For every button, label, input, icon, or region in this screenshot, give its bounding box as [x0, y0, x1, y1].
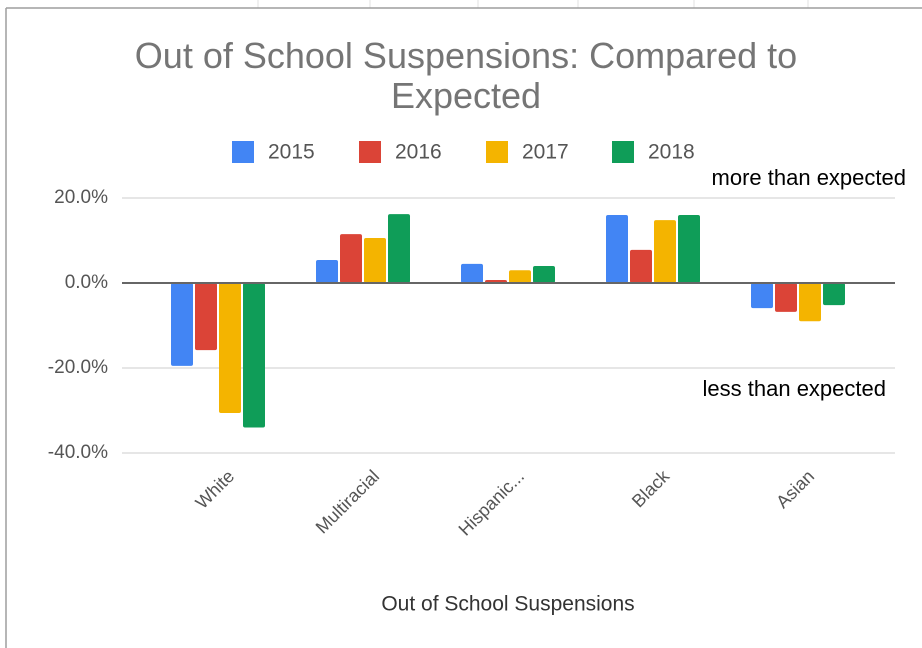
- bar: [219, 283, 241, 414]
- bar: [364, 237, 386, 283]
- legend-swatch: [612, 141, 634, 163]
- y-tick-label: 20.0%: [54, 187, 108, 208]
- bar: [340, 234, 362, 283]
- x-tick-label: White: [192, 466, 239, 513]
- bar: [775, 283, 797, 312]
- y-tick-label: -20.0%: [48, 357, 108, 378]
- chart-title: Out of School Suspensions: Compared to E…: [134, 35, 798, 116]
- bar: [751, 283, 773, 309]
- bar: [678, 215, 700, 283]
- legend-swatch: [486, 141, 508, 163]
- x-tick-label: Multiracial: [312, 466, 383, 537]
- bar: [823, 283, 845, 306]
- legend-label: 2015: [268, 141, 315, 164]
- legend-swatch: [359, 141, 381, 163]
- x-tick-label: Black: [628, 465, 674, 511]
- bar: [630, 249, 652, 283]
- legend-label: 2018: [648, 141, 695, 164]
- sheet-background: [257, 0, 809, 8]
- bar: [606, 215, 628, 283]
- annotation: more than expected: [712, 165, 906, 190]
- y-tick-label: -40.0%: [48, 442, 108, 463]
- y-tick-label: 0.0%: [65, 272, 108, 293]
- bar: [171, 283, 193, 366]
- legend-label: 2016: [395, 141, 442, 164]
- bar: [509, 270, 531, 283]
- x-axis-label: Out of School Suspensions: [381, 593, 634, 616]
- annotation: less than expected: [703, 376, 886, 401]
- x-tick-label: Hispanic...: [455, 466, 529, 540]
- legend-swatch: [232, 141, 254, 163]
- bar: [388, 214, 410, 283]
- x-tick-label: Asian: [772, 466, 818, 512]
- bar: [461, 263, 483, 283]
- bar: [799, 283, 821, 322]
- bar: [533, 266, 555, 283]
- bar: [195, 283, 217, 351]
- legend-label: 2017: [522, 141, 569, 164]
- bar: [316, 260, 338, 283]
- bar: [243, 283, 265, 428]
- bar: [654, 220, 676, 283]
